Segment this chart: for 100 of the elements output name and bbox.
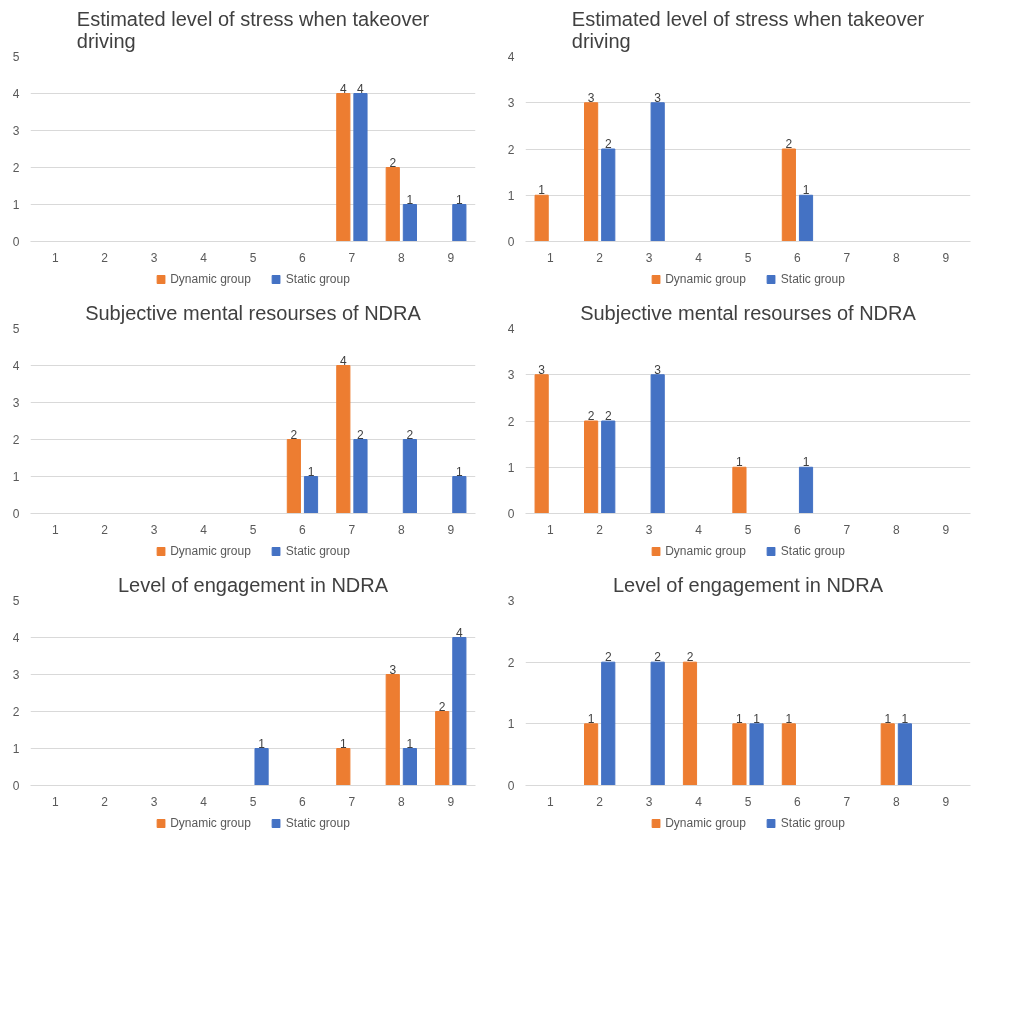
x-tick-label: 7 <box>843 794 851 809</box>
y-tick-label: 1 <box>507 717 515 732</box>
x-tick-label: 8 <box>893 250 900 265</box>
bar <box>584 102 599 242</box>
chart-title: Subjective mental resourses of NDRA <box>580 301 917 324</box>
y-tick-label: 4 <box>12 631 20 645</box>
data-label: 1 <box>339 736 347 751</box>
x-tick-label: 1 <box>51 250 59 265</box>
bar <box>402 439 417 514</box>
y-tick-label: 1 <box>507 460 515 475</box>
data-label: 3 <box>587 90 595 105</box>
data-label: 2 <box>654 650 662 665</box>
data-label: 3 <box>654 362 662 377</box>
legend-label: Dynamic group <box>170 816 251 830</box>
bar <box>336 748 351 786</box>
legend-label: Static group <box>780 272 845 286</box>
y-tick-label: 4 <box>507 322 515 336</box>
y-tick-label: 1 <box>12 742 20 756</box>
data-label: 1 <box>884 711 892 726</box>
x-tick-label: 7 <box>843 250 851 265</box>
x-tick-label: 3 <box>150 522 158 537</box>
bar <box>534 194 549 242</box>
y-tick-label: 0 <box>12 779 20 793</box>
y-tick-label: 1 <box>507 188 515 203</box>
x-tick-label: 2 <box>596 522 604 537</box>
data-label: 1 <box>901 711 909 726</box>
data-label: 1 <box>456 464 464 479</box>
bar <box>286 439 301 514</box>
y-tick-label: 2 <box>507 655 515 670</box>
x-tick-label: 4 <box>200 250 208 265</box>
legend-label: Static group <box>285 272 350 286</box>
y-tick-label: 2 <box>12 433 20 447</box>
x-tick-label: 8 <box>893 794 900 809</box>
data-label: 2 <box>604 650 612 665</box>
legend-label: Dynamic group <box>170 272 251 286</box>
x-tick-label: 1 <box>546 250 554 265</box>
data-label: 2 <box>438 699 446 714</box>
y-tick-label: 5 <box>12 322 20 336</box>
bar <box>303 476 319 514</box>
data-label: 1 <box>307 464 315 479</box>
data-label: 4 <box>456 625 464 640</box>
bar <box>452 637 467 786</box>
data-label: 4 <box>339 81 347 96</box>
bar <box>798 466 814 514</box>
x-tick-label: 2 <box>101 522 109 537</box>
x-tick-label: 6 <box>299 794 307 809</box>
data-label: 2 <box>604 137 612 151</box>
x-tick-label: 5 <box>744 250 752 265</box>
x-tick-label: 2 <box>101 794 109 809</box>
data-label: 2 <box>389 155 397 170</box>
x-tick-label: 5 <box>744 522 752 537</box>
bar <box>385 167 400 242</box>
data-label: 2 <box>785 137 793 151</box>
data-label: 3 <box>538 362 546 377</box>
legend-label: Static group <box>285 544 350 558</box>
x-tick-label: 5 <box>249 794 257 809</box>
x-tick-label: 3 <box>645 522 653 537</box>
x-tick-label: 1 <box>546 794 554 809</box>
legend-label: Static group <box>285 816 350 830</box>
x-tick-label: 5 <box>249 522 257 537</box>
x-tick-label: 3 <box>150 794 158 809</box>
x-tick-label: 3 <box>645 794 653 809</box>
y-tick-label: 2 <box>12 705 20 719</box>
x-tick-label: 8 <box>893 522 900 537</box>
x-tick-label: 7 <box>843 522 851 537</box>
x-tick-label: 4 <box>695 794 703 809</box>
bar <box>353 439 368 514</box>
data-label: 3 <box>389 662 397 677</box>
x-tick-label: 2 <box>101 250 109 265</box>
y-tick-label: 0 <box>12 507 20 521</box>
x-tick-label: 1 <box>51 794 59 809</box>
bar <box>402 748 417 786</box>
x-tick-label: 6 <box>794 250 802 265</box>
data-label: 2 <box>357 427 365 442</box>
y-tick-label: 4 <box>12 359 20 373</box>
y-tick-label: 0 <box>12 235 20 249</box>
x-tick-label: 9 <box>942 250 950 265</box>
y-tick-label: 4 <box>12 87 20 101</box>
chart-title: Estimated level of stress when takeover driving <box>571 7 925 52</box>
x-tick-label: 2 <box>596 794 604 809</box>
bar <box>254 748 269 786</box>
x-tick-label: 8 <box>398 794 405 809</box>
data-label: 4 <box>339 353 347 368</box>
y-tick-label: 5 <box>12 594 20 608</box>
y-tick-label: 1 <box>12 198 20 212</box>
chart-title: Subjective mental resourses of NDRA <box>85 301 422 324</box>
y-tick-label: 3 <box>507 96 515 111</box>
x-tick-label: 6 <box>299 250 307 265</box>
data-label: 1 <box>258 736 266 751</box>
legend-label: Dynamic group <box>170 544 251 558</box>
x-tick-label: 9 <box>942 794 950 809</box>
x-tick-label: 7 <box>348 250 356 265</box>
data-label: 3 <box>654 90 662 105</box>
x-tick-label: 6 <box>794 794 802 809</box>
x-tick-label: 4 <box>695 250 703 265</box>
chart-title: Level of engagement in NDRA <box>117 573 389 596</box>
bar <box>385 674 400 786</box>
data-label: 1 <box>802 455 810 470</box>
y-tick-label: 0 <box>507 235 515 249</box>
y-tick-label: 1 <box>12 470 20 484</box>
